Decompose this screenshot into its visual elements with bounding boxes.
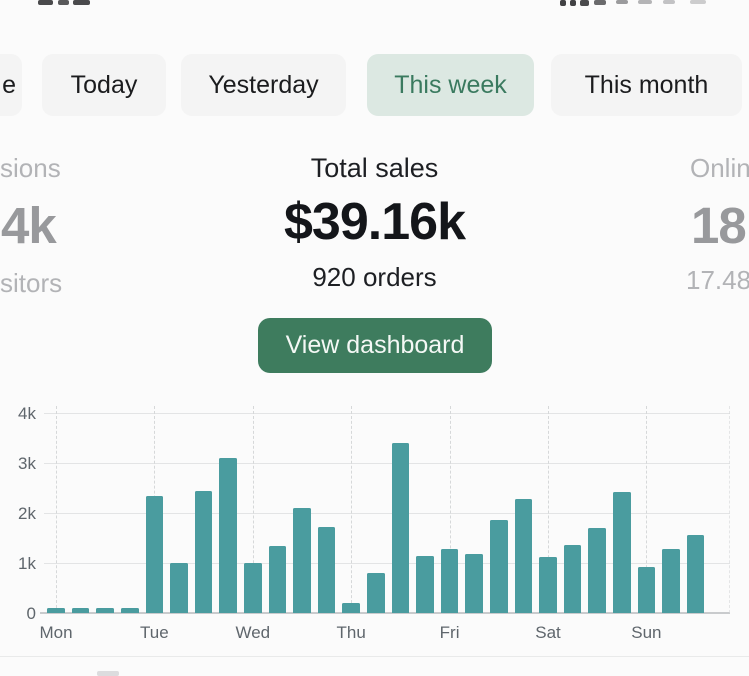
y-axis-tick-label: 0	[26, 604, 36, 623]
tab-yesterday-label: Yesterday	[208, 70, 319, 99]
left-metric-value: 4k	[1, 197, 57, 254]
chart-bar[interactable]	[317, 527, 336, 613]
gridline-vertical	[56, 406, 57, 613]
chart-bar[interactable]	[662, 549, 680, 613]
gridline-horizontal	[44, 413, 730, 414]
chart-bar[interactable]	[170, 563, 188, 613]
y-axis-tick-label: 1k	[18, 554, 36, 573]
left-metric-sublabel: sitors	[0, 268, 63, 298]
x-axis-day-label: Mon	[39, 623, 73, 642]
x-axis-day-label: Wed	[235, 623, 271, 642]
tab-clipped[interactable]: e	[0, 54, 22, 116]
gridline-vertical	[548, 406, 549, 613]
right-metric-label: Onlin	[690, 153, 749, 183]
gridline-vertical	[252, 406, 254, 613]
x-axis-baseline	[40, 612, 730, 614]
total-sales-label: Total sales	[310, 153, 439, 183]
chart-bar[interactable]	[440, 549, 459, 613]
tab-this-week-label: This week	[394, 70, 507, 99]
tab-today-label: Today	[70, 70, 138, 99]
section-divider	[0, 656, 749, 657]
gridline-horizontal	[44, 513, 730, 514]
gridline-vertical	[449, 406, 451, 613]
x-axis-day-label: Thu	[336, 623, 366, 642]
tab-today[interactable]: Today	[42, 54, 166, 116]
chart-bar[interactable]	[47, 608, 65, 613]
chart-bar[interactable]	[563, 545, 582, 613]
chart-bar[interactable]	[686, 535, 705, 613]
y-axis-tick-label: 4k	[18, 404, 36, 423]
chart-bar[interactable]	[367, 573, 385, 613]
y-axis-tick-label: 3k	[18, 454, 36, 473]
chart-bar[interactable]	[416, 555, 434, 613]
chart-bar[interactable]	[490, 520, 508, 613]
chart-bar[interactable]	[514, 499, 533, 613]
chart-bar[interactable]	[391, 443, 410, 613]
tab-this-month[interactable]: This month	[551, 54, 742, 116]
chart-bar[interactable]	[637, 567, 656, 613]
tab-clipped-label: e	[2, 70, 16, 99]
chart-bar[interactable]	[342, 603, 360, 613]
gridline-vertical	[729, 406, 730, 613]
tab-this-month-label: This month	[584, 70, 709, 99]
chart-bar[interactable]	[539, 557, 557, 613]
view-dashboard-button[interactable]: View dashboard	[258, 318, 492, 373]
x-axis-day-label: Fri	[439, 623, 460, 642]
x-axis-day-label: Sat	[535, 623, 561, 642]
chart-bar[interactable]	[219, 458, 237, 613]
chart-bar[interactable]	[96, 608, 114, 613]
tab-this-week[interactable]: This week	[367, 54, 534, 116]
orders-count: 920 orders	[312, 262, 437, 292]
chart-bar[interactable]	[121, 608, 139, 613]
total-sales-value: $39.16k	[284, 193, 466, 251]
chart-bar[interactable]	[588, 528, 606, 613]
chart-bar[interactable]	[71, 608, 90, 613]
gridline-horizontal	[44, 563, 730, 564]
chart-bar[interactable]	[293, 508, 311, 613]
right-metric-subvalue: 17.48	[686, 265, 749, 295]
y-axis-tick-label: 2k	[18, 504, 36, 523]
right-metric-value: 18.	[691, 197, 749, 254]
x-axis-day-label: Sun	[631, 623, 662, 642]
gridline-vertical	[351, 406, 353, 613]
chart-bar[interactable]	[244, 563, 262, 613]
x-axis-day-label: Tue	[140, 623, 169, 642]
chart-bar[interactable]	[268, 545, 287, 613]
left-metric-label: sions	[0, 153, 61, 183]
chart-bar[interactable]	[465, 554, 483, 613]
gridline-vertical	[646, 406, 648, 613]
clipped-text-fragment	[97, 671, 119, 676]
tab-yesterday[interactable]: Yesterday	[181, 54, 346, 116]
chart-bar[interactable]	[613, 492, 631, 613]
chart-bar[interactable]	[194, 490, 213, 613]
gridline-horizontal	[44, 463, 730, 464]
chart-bar[interactable]	[145, 495, 164, 613]
